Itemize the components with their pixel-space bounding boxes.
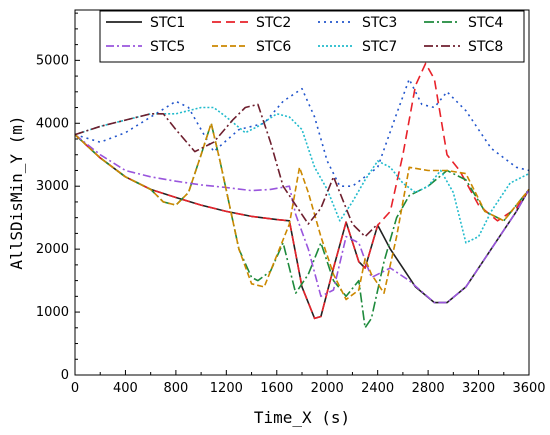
series-line-stc4 bbox=[74, 122, 530, 329]
legend-label-stc2: STC2 bbox=[256, 15, 291, 31]
legend-label-stc8: STC8 bbox=[468, 39, 503, 55]
x-tick-label: 2000 bbox=[311, 381, 344, 396]
x-axis-title: Time_X (s) bbox=[254, 408, 350, 427]
x-tick-label: 1600 bbox=[260, 381, 293, 396]
y-tick-label: 0 bbox=[61, 368, 69, 383]
y-axis-title: AllSDisMin_Y (m) bbox=[7, 115, 26, 269]
x-tick-label: 2400 bbox=[361, 381, 394, 396]
x-tick-label: 400 bbox=[113, 381, 138, 396]
x-axis-ticks: 0 400 800 1200 1600 2000 2400 2800 3200 3600 bbox=[71, 370, 546, 396]
series-layer bbox=[74, 62, 530, 329]
y-tick-label: 5000 bbox=[36, 53, 69, 68]
legend-label-stc7: STC7 bbox=[362, 39, 397, 55]
x-tick-label: 3600 bbox=[512, 381, 545, 396]
series-line-stc7 bbox=[74, 106, 530, 244]
series-line-stc1 bbox=[74, 134, 530, 320]
legend-label-stc3: STC3 bbox=[362, 15, 397, 31]
y-tick-label: 1000 bbox=[36, 305, 69, 320]
x-tick-label: 1200 bbox=[210, 381, 243, 396]
series-line-stc8 bbox=[74, 103, 379, 238]
y-tick-label: 4000 bbox=[36, 116, 69, 131]
series-line-stc2 bbox=[74, 62, 530, 320]
plot-frame bbox=[74, 9, 530, 376]
legend-label-stc4: STC4 bbox=[468, 15, 503, 31]
legend-label-stc5: STC5 bbox=[150, 39, 185, 55]
x-tick-label: 2800 bbox=[412, 381, 445, 396]
y-axis-ticks: 0 1000 2000 3000 4000 5000 bbox=[36, 12, 80, 383]
legend-label-stc1: STC1 bbox=[150, 15, 185, 31]
series-line-stc5 bbox=[74, 133, 530, 304]
x-tick-label: 800 bbox=[163, 381, 188, 396]
x-tick-label: 3200 bbox=[462, 381, 495, 396]
legend: STC1 STC2 STC3 STC4 STC5 STC6 STC7 STC8 bbox=[99, 10, 525, 63]
legend-label-stc6: STC6 bbox=[256, 39, 291, 55]
legend-box bbox=[99, 10, 525, 63]
series-line-stc6 bbox=[74, 122, 530, 301]
series-line-stc3 bbox=[74, 78, 530, 187]
y-tick-label: 3000 bbox=[36, 179, 69, 194]
y-tick-label: 2000 bbox=[36, 242, 69, 257]
x-tick-label: 0 bbox=[71, 381, 79, 396]
